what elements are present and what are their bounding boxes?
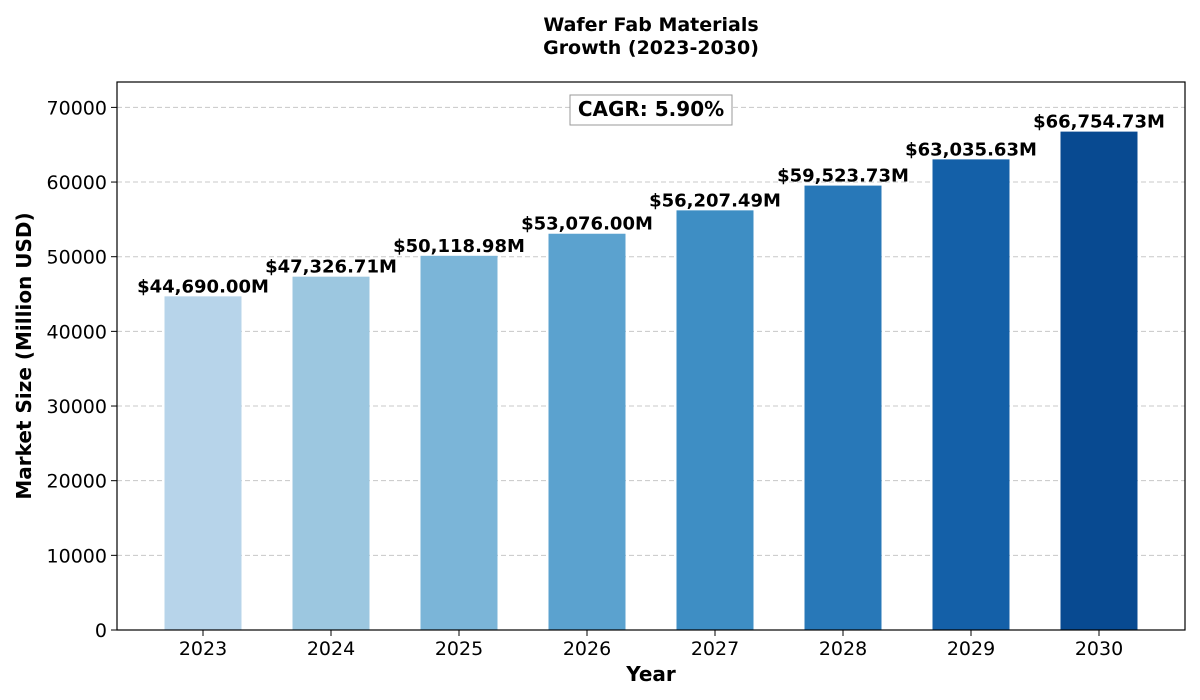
plot-frame (116, 81, 1186, 631)
x-axis-ticks: 2023 2024 2025 2026 2027 2028 2029 2030 (179, 630, 1123, 660)
y-tick-label: 40000 (47, 321, 107, 343)
y-tick-label: 30000 (47, 396, 107, 418)
bar-value-label: $63,035.63M (905, 139, 1037, 160)
bars (164, 131, 1138, 630)
bar-value-label: $44,690.00M (137, 276, 269, 297)
bar-value-labels: $44,690.00M$47,326.71M$50,118.98M$53,076… (137, 112, 1165, 298)
y-tick-label: 60000 (47, 172, 107, 194)
x-tick-label: 2030 (1075, 638, 1123, 660)
x-tick-label: 2029 (947, 638, 995, 660)
x-tick-label: 2025 (435, 638, 483, 660)
y-tick-label: 70000 (47, 97, 107, 119)
x-tick-label: 2023 (179, 638, 227, 660)
y-tick-label: 50000 (47, 247, 107, 269)
y-tick-label: 0 (95, 620, 107, 642)
y-axis-label: Market Size (Million USD) (12, 212, 36, 499)
y-tick-label: 10000 (47, 545, 107, 567)
bar-2024 (292, 276, 370, 630)
y-tick-label: 20000 (47, 471, 107, 493)
x-tick-label: 2024 (307, 638, 355, 660)
chart-title-line-2: Growth (2023-2030) (543, 37, 759, 59)
bar-2026 (548, 233, 626, 630)
x-axis-label: Year (625, 662, 676, 686)
bar-value-label: $59,523.73M (777, 166, 909, 187)
cagr-label: CAGR: 5.90% (578, 97, 724, 121)
bar-value-label: $50,118.98M (393, 236, 525, 257)
bar-2030 (1060, 131, 1138, 630)
bar-value-label: $56,207.49M (649, 190, 781, 211)
bar-2027 (676, 210, 754, 630)
x-tick-label: 2028 (819, 638, 867, 660)
bar-value-label: $66,754.73M (1033, 112, 1165, 133)
bar-2029 (932, 159, 1010, 630)
bar-value-label: $53,076.00M (521, 214, 653, 235)
bar-2028 (804, 185, 882, 630)
bar-2023 (164, 296, 242, 630)
x-tick-label: 2027 (691, 638, 739, 660)
y-axis-ticks: 0 10000 20000 30000 40000 50000 60000 70000 (47, 97, 117, 642)
cagr-box (569, 94, 733, 126)
chart-title-line-1: Wafer Fab Materials (543, 14, 758, 36)
bar-value-label: $47,326.71M (265, 257, 397, 278)
gridlines (117, 106, 1185, 556)
bar-2025 (420, 255, 498, 630)
cagr-annotation: CAGR: 5.90% (569, 94, 733, 126)
x-tick-label: 2026 (563, 638, 611, 660)
